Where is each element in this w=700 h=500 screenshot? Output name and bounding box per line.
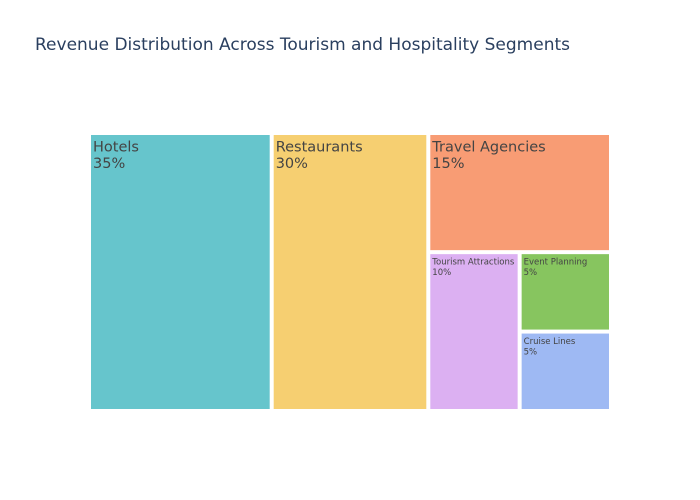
tile-name-tourism-attractions: Tourism Attractions — [431, 258, 515, 268]
tile-value-travel-agencies: 15% — [432, 156, 464, 172]
tile-value-restaurants: 30% — [276, 156, 308, 172]
tile-value-cruise-lines: 5% — [524, 348, 538, 358]
tile-value-tourism-attractions: 10% — [432, 268, 451, 278]
tile-value-hotels: 35% — [93, 156, 125, 172]
tile-name-travel-agencies: Travel Agencies — [431, 140, 545, 156]
tile-name-restaurants: Restaurants — [276, 140, 363, 156]
tile-name-event-planning: Event Planning — [524, 258, 588, 268]
tile-name-cruise-lines: Cruise Lines — [524, 337, 576, 347]
tile-rect-hotels[interactable] — [91, 135, 270, 409]
tile-value-event-planning: 5% — [524, 268, 538, 278]
tile-rect-restaurants[interactable] — [274, 135, 427, 409]
chart-title: Revenue Distribution Across Tourism and … — [35, 35, 570, 55]
tile-name-hotels: Hotels — [93, 140, 139, 156]
